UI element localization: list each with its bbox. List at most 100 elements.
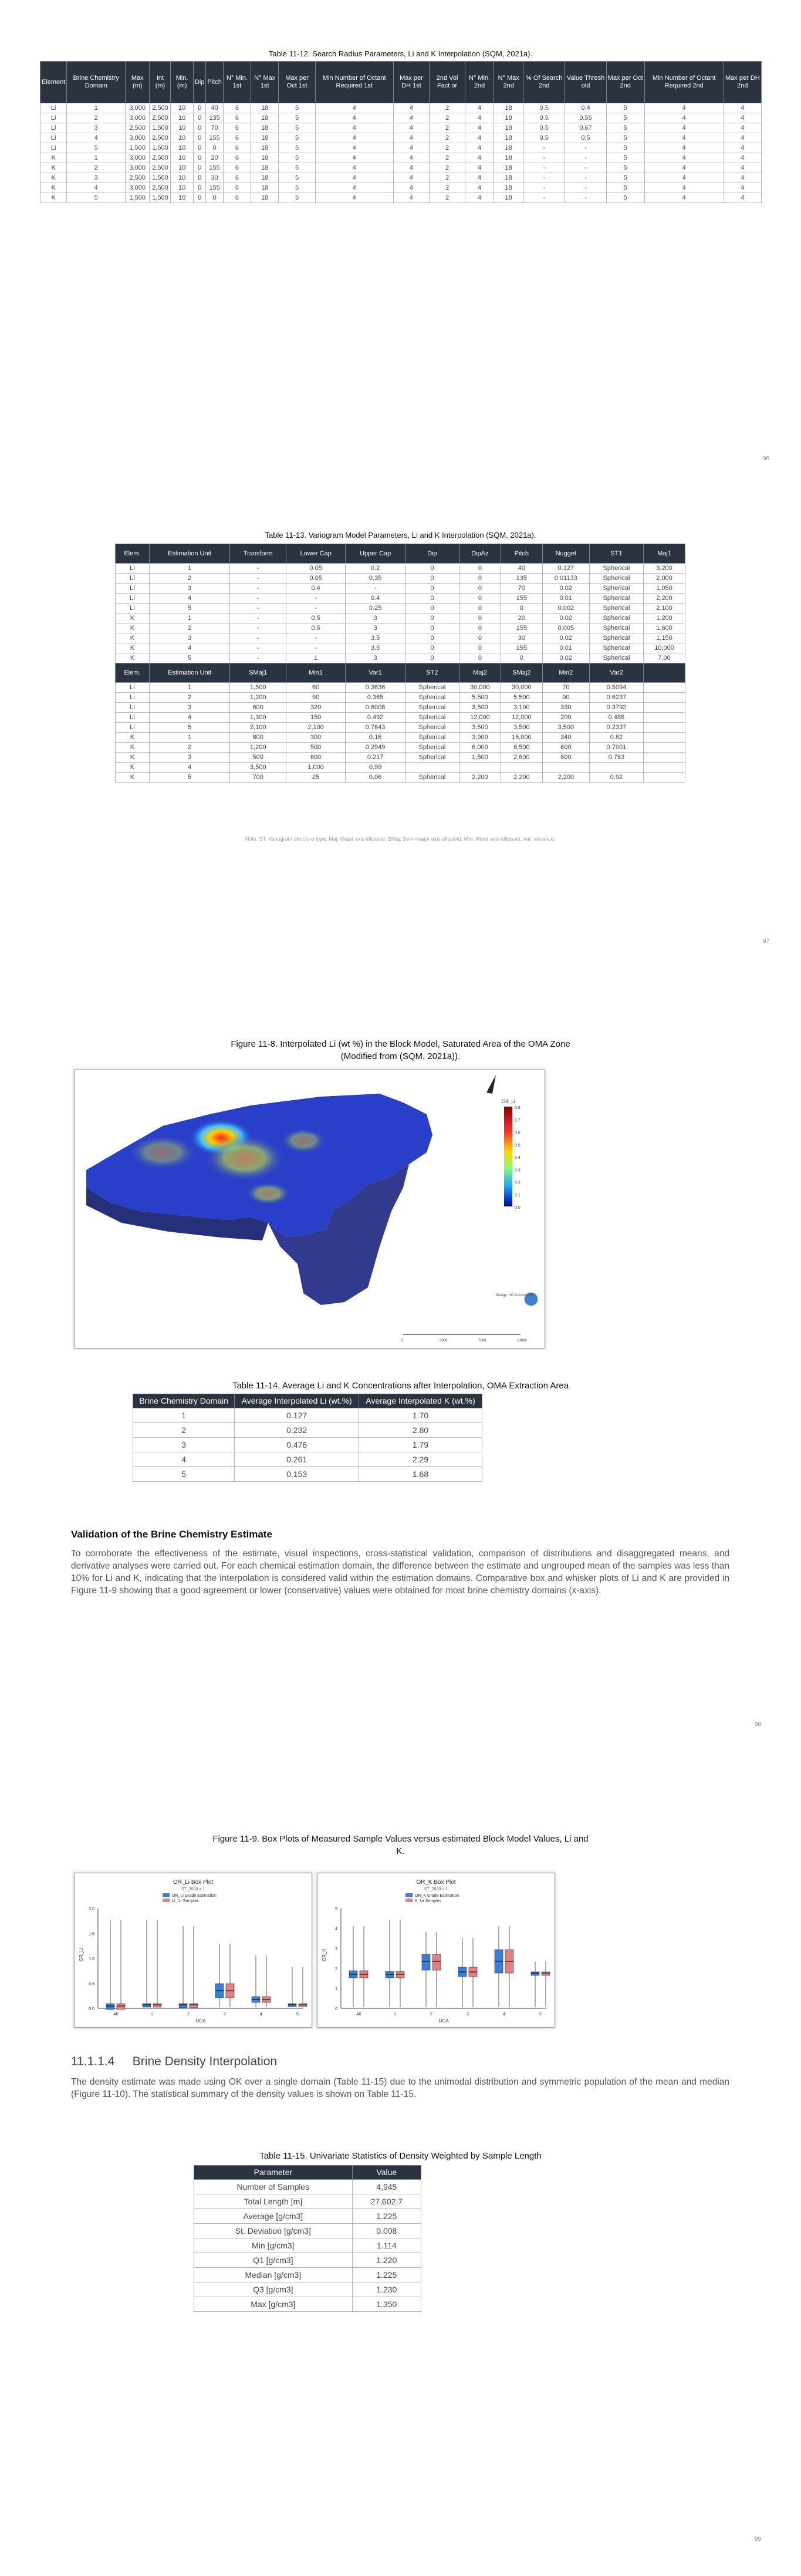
box [530, 1971, 540, 1976]
table-cell: Li [39, 143, 67, 153]
table-cell: - [285, 603, 346, 613]
legend-label: K_Ur Samples [415, 1899, 442, 1903]
box [106, 2003, 115, 2010]
table-row: Average [g/cm3] 1.225 [194, 2208, 422, 2224]
table-cell: 500 [229, 752, 286, 763]
table-cell: 1.79 [358, 1437, 483, 1452]
table-cell: 1,200 [643, 613, 685, 623]
table-cell: 4 [393, 173, 430, 183]
table-cell: 3 [66, 123, 126, 133]
table-cell: 8,500 [500, 742, 543, 753]
table-cell: 18 [251, 123, 279, 133]
y-axis-label: OR_Li [79, 1948, 84, 1961]
column-header: Dip [192, 61, 207, 103]
table-cell: 5 [148, 653, 231, 663]
table-cell: 5 [148, 603, 231, 613]
table-cell: 320 [285, 702, 346, 713]
x-tick-label: 3 [224, 2012, 226, 2017]
table-row: Li 5 2,100 2,100 0.7643 Spherical 3,500 3,500 3,… [115, 722, 685, 733]
table-cell: 0.3636 [345, 682, 405, 693]
table-cell: 30 [500, 633, 543, 643]
table-cell: 4 [644, 153, 724, 163]
table-cell: 18 [251, 173, 279, 183]
table-cell: 150 [285, 712, 346, 723]
table-cell: 6 [222, 163, 252, 173]
column-header: SMaj1 [229, 663, 286, 683]
table-cell: Spherical [404, 742, 460, 753]
table-cell: K [115, 772, 150, 783]
table-cell: 4 [315, 153, 394, 163]
table-row: Li 2 3,000 2,500 10 0 135 6 18 5 4 4 2 4 18 0.5 0.55 5 4 4 [39, 113, 762, 123]
table-cell: 3,000 [124, 163, 150, 173]
table-cell: 2,200 [542, 772, 590, 783]
table-cell: 25 [285, 772, 346, 783]
table-cell: 4 [464, 163, 495, 173]
table-cell: Spherical [589, 603, 644, 613]
table-13-note: Note: ST: Variogram structure type, Maj:… [245, 836, 556, 842]
figure-9-caption: Figure 11-9. Box Plots of Measured Sampl… [0, 1833, 801, 1857]
table-row: Li 2 1,200 90 0.365 Spherical 5,500 5,500 90 0.62… [115, 692, 685, 703]
table-cell: 2,500 [149, 163, 171, 173]
table-cell: 0.92 [589, 772, 644, 783]
column-header: DipAz [459, 544, 501, 564]
y-tick-label: 2.0 [89, 1907, 94, 1911]
x-tick-label: 4 [503, 2012, 505, 2017]
table-13-caption: Table 11-13. Variogram Model Parameters,… [265, 531, 536, 540]
table-cell: K [115, 653, 150, 663]
table-row: K 5-1 3 0 0 0 0.02 Spherical 7,00 [115, 653, 685, 663]
column-header: Elem. [115, 544, 150, 564]
legend-swatch [405, 1893, 413, 1897]
table-cell: 1,050 [643, 583, 685, 594]
table-cell: 1 [148, 682, 231, 693]
table-cell: 4 [393, 143, 430, 153]
table-cell: Spherical [589, 633, 644, 643]
column-header: Upper Cap [345, 544, 405, 564]
density-paragraph: The density estimate was made using OK o… [71, 2077, 729, 2099]
figure-8-caption-line1: Figure 11-8. Interpolated Li (wt %) in t… [231, 1039, 570, 1049]
table-header-row: Brine Chemistry Domain Average Interpolat… [132, 1394, 483, 1408]
figure-9-caption-line1: Figure 11-9. Box Plots of Measured Sampl… [212, 1834, 589, 1844]
column-header: Min. (m) [170, 61, 194, 103]
y-tick-label: 2 [335, 1967, 337, 1971]
table-cell: 0.261 [234, 1451, 359, 1467]
table-cell: 0 [459, 573, 501, 584]
table-cell: 1,150 [643, 633, 685, 643]
table-cell: 6 [222, 173, 252, 183]
legend-label: 0.6 [515, 1131, 521, 1135]
table-cell: 0 [404, 583, 460, 594]
table-cell: 3,000 [124, 133, 150, 143]
table-cell: 3,500 [542, 722, 590, 733]
table-row: K 3- -3.5 0 0 30 0.02 Spherical 1,150 [115, 633, 685, 643]
table-cell: 5 [66, 143, 126, 153]
table-cell: - [522, 143, 566, 153]
x-axis-label: UGA [195, 2018, 206, 2024]
table-cell: 2 [132, 1422, 235, 1438]
table-cell: 0.6008 [345, 702, 405, 713]
table-cell: Li [115, 702, 150, 713]
table-cell: 0.02 [542, 613, 590, 623]
li-box-plot: OR_Li Box Plot ST_2020 > 1 OR_Li Grade Est… [74, 1873, 312, 2028]
table-cell: 0.4 [565, 103, 607, 113]
table-cell: 3 [66, 173, 126, 183]
orientation-label: Plunge +00 Azimuth 311 [496, 1294, 534, 1297]
table-cell: 1.220 [352, 2252, 422, 2268]
page-number: 97 [763, 938, 770, 945]
table-cell: 0.153 [234, 1466, 359, 1482]
table-row: Li 4 1,300 150 0.492 Spherical 12,000 12,000 200… [115, 712, 685, 723]
y-tick-label: 1.0 [89, 1957, 94, 1961]
table-cell: 4 [644, 163, 724, 173]
table-cell: 18 [494, 173, 523, 183]
table-cell: 4 [315, 123, 394, 133]
table-cell: 0.05 [285, 563, 346, 574]
y-axis-label: OR_K [322, 1948, 327, 1961]
table-row: Li 1-0.05 0.2 0 0 40 0.127 Spherical 3,200 [115, 563, 685, 574]
table-cell: 1.114 [352, 2237, 422, 2253]
table-cell: 0 [404, 623, 460, 633]
table-cell: 4 [723, 143, 762, 153]
table-cell: Spherical [589, 653, 644, 663]
table-cell: Li [115, 563, 150, 574]
table-cell: 0.82 [589, 732, 644, 743]
table-cell: 5 [278, 193, 316, 203]
table-cell: - [229, 653, 286, 663]
y-tick-label: 5 [335, 1907, 337, 1911]
